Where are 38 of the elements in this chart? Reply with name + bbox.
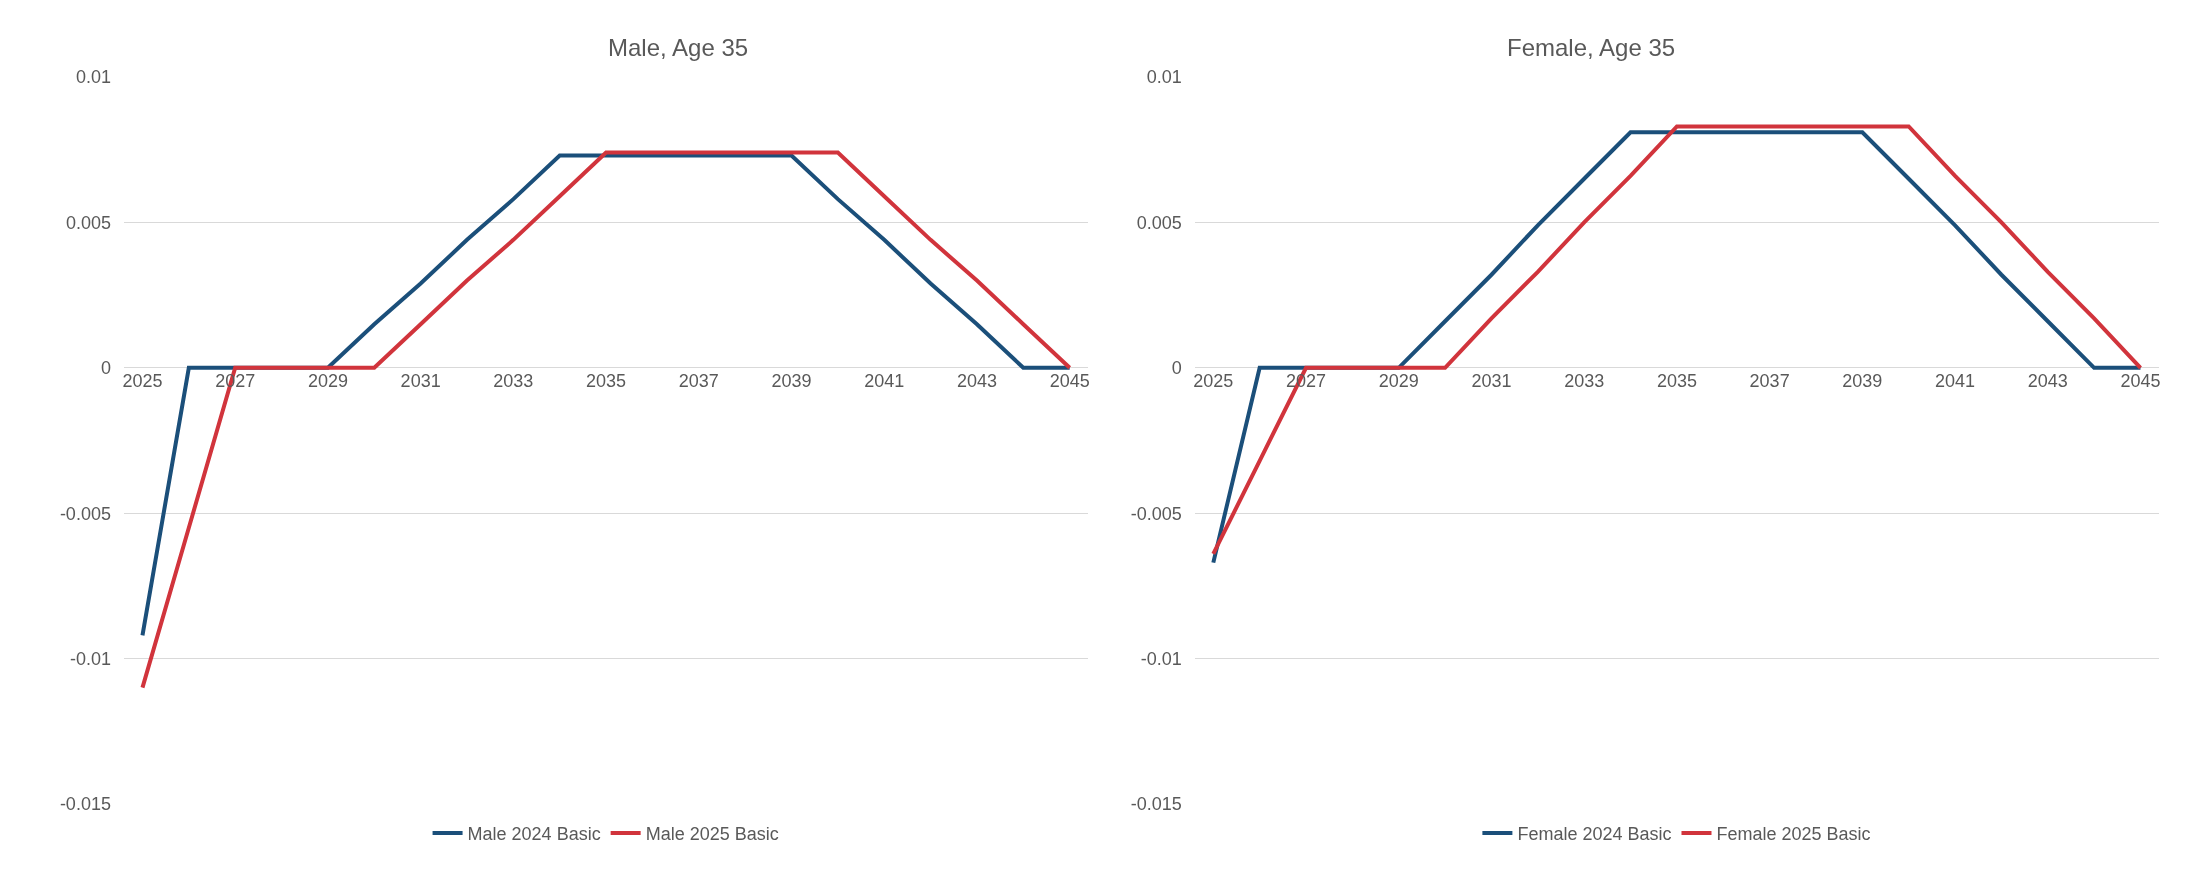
y-tick-label: -0.01 <box>1140 648 1182 669</box>
y-tick-label: 0.01 <box>75 67 111 88</box>
x-tick-label: 2035 <box>1656 370 1697 391</box>
x-tick-label: 2041 <box>1935 370 1976 391</box>
x-tick-label: 2037 <box>1749 370 1790 391</box>
x-tick-label: 2037 <box>678 370 719 391</box>
y-tick-label: 0 <box>100 358 111 379</box>
x-tick-label: 2045 <box>2120 370 2161 391</box>
y-tick-label: 0 <box>1171 358 1182 379</box>
x-tick-label: 2031 <box>1471 370 1512 391</box>
x-tick-label: 2029 <box>1378 370 1419 391</box>
x-tick-label: 2041 <box>864 370 905 391</box>
x-tick-label: 2043 <box>956 370 997 391</box>
x-tick-label: 2031 <box>400 370 441 391</box>
y-tick-label: -0.005 <box>59 503 111 524</box>
y-tick-label: 0.01 <box>1146 67 1182 88</box>
y-tick-label: -0.005 <box>1130 503 1182 524</box>
x-tick-label: 2043 <box>2027 370 2068 391</box>
x-tick-label: 2033 <box>493 370 534 391</box>
chart-title: Female, Age 35 <box>1507 34 1676 61</box>
y-tick-label: 0.005 <box>65 212 111 233</box>
y-tick-label: 0.005 <box>1136 212 1182 233</box>
y-tick-label: -0.01 <box>69 648 111 669</box>
x-tick-label: 2025 <box>122 370 163 391</box>
legend-label: Male 2025 Basic <box>645 824 779 845</box>
x-tick-label: 2029 <box>307 370 348 391</box>
legend-label: Female 2024 Basic <box>1517 824 1672 845</box>
y-tick-label: -0.015 <box>1130 794 1182 815</box>
legend-label: Male 2024 Basic <box>467 824 601 845</box>
x-tick-label: 2035 <box>586 370 627 391</box>
x-tick-label: 2045 <box>1049 370 1090 391</box>
x-tick-label: 2025 <box>1193 370 1234 391</box>
x-tick-label: 2033 <box>1564 370 1605 391</box>
chart-title: Male, Age 35 <box>608 34 749 61</box>
y-tick-label: -0.015 <box>59 794 111 815</box>
legend-label: Female 2025 Basic <box>1716 824 1871 845</box>
x-tick-label: 2039 <box>1842 370 1883 391</box>
x-tick-label: 2039 <box>771 370 812 391</box>
